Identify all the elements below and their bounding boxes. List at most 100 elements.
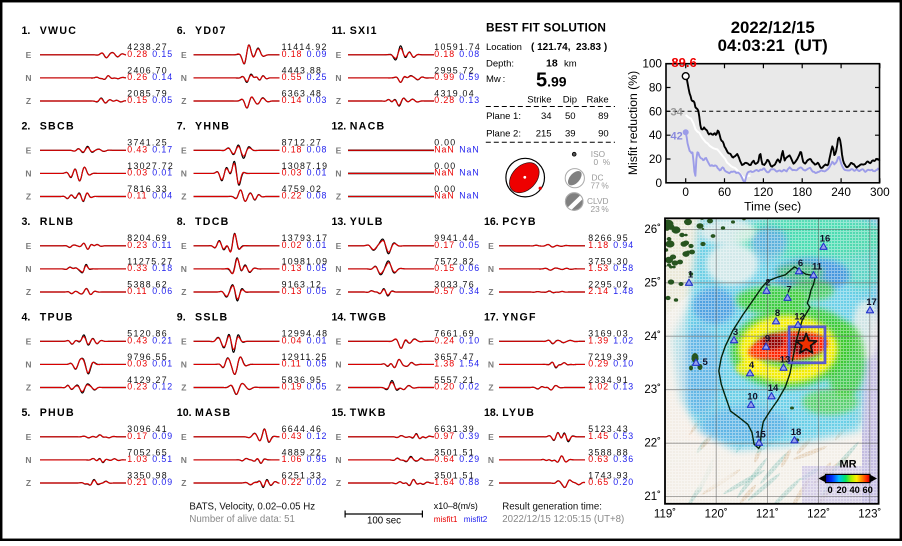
svg-text:0.39: 0.39	[459, 431, 480, 441]
svg-text:N: N	[181, 359, 187, 369]
svg-text:2: 2	[765, 278, 770, 289]
svg-text:180: 180	[792, 185, 812, 199]
svg-text:77 %: 77 %	[591, 181, 610, 191]
svg-text:7.: 7.	[177, 120, 186, 132]
svg-text:0.11: 0.11	[127, 191, 147, 201]
svg-text:0.12: 0.12	[152, 382, 173, 392]
svg-text:0.29: 0.29	[459, 454, 480, 464]
svg-text:PHUB: PHUB	[40, 407, 75, 419]
svg-text:1.03: 1.03	[127, 454, 148, 464]
svg-text:34: 34	[671, 106, 684, 118]
svg-text:Z: Z	[488, 383, 493, 393]
svg-text:13.: 13.	[332, 216, 347, 228]
svg-text:0.22: 0.22	[282, 191, 303, 201]
svg-text:E: E	[336, 432, 342, 442]
svg-text:0.19: 0.19	[282, 382, 303, 392]
svg-text:11275.27: 11275.27	[127, 256, 173, 266]
svg-text:2334.91: 2334.91	[588, 375, 629, 385]
svg-text:0.23: 0.23	[127, 382, 148, 392]
svg-text:40: 40	[649, 128, 663, 142]
svg-text:1.18: 1.18	[588, 240, 609, 250]
svg-text:NACB: NACB	[350, 120, 386, 132]
svg-text:0.58: 0.58	[613, 263, 634, 273]
svg-text:E: E	[336, 145, 342, 155]
svg-text:4129.27: 4129.27	[127, 375, 168, 385]
svg-text:1.39: 1.39	[588, 336, 609, 346]
svg-text:0.06: 0.06	[459, 263, 480, 273]
svg-text:5.99: 5.99	[536, 70, 567, 92]
svg-text:Time (sec): Time (sec)	[744, 200, 801, 214]
svg-text:6363.48: 6363.48	[282, 88, 323, 98]
svg-text:34: 34	[541, 111, 552, 122]
svg-text:0.43: 0.43	[127, 336, 148, 346]
svg-text:0.36: 0.36	[613, 454, 634, 464]
svg-text:0.33: 0.33	[127, 263, 148, 273]
svg-text:N: N	[335, 264, 341, 274]
svg-text:1.06: 1.06	[282, 454, 303, 464]
svg-text:0.14: 0.14	[152, 72, 173, 82]
svg-text:0.13: 0.13	[613, 382, 634, 392]
svg-text:12911.25: 12911.25	[282, 352, 328, 362]
svg-text:8204.69: 8204.69	[127, 233, 168, 243]
svg-text:18.: 18.	[484, 407, 499, 419]
svg-text:Z: Z	[336, 478, 341, 488]
svg-text:9: 9	[765, 334, 770, 345]
svg-text:1743.93: 1743.93	[588, 470, 629, 480]
svg-text:0.05: 0.05	[307, 382, 328, 392]
svg-text:0.05: 0.05	[307, 263, 328, 273]
svg-text:0.05: 0.05	[307, 359, 328, 369]
svg-text:Strike: Strike	[527, 95, 551, 106]
svg-text:E: E	[26, 50, 32, 60]
svg-text:E: E	[488, 432, 494, 442]
svg-text:0.02: 0.02	[282, 240, 303, 250]
svg-text:Z: Z	[26, 478, 31, 488]
svg-text:4238.27: 4238.27	[127, 42, 168, 52]
svg-text:N: N	[335, 455, 341, 465]
svg-text:E: E	[336, 241, 342, 251]
svg-text:Z: Z	[181, 192, 186, 202]
svg-text:Z: Z	[181, 478, 186, 488]
svg-text:Depth:: Depth:	[486, 58, 514, 69]
svg-text:N: N	[181, 455, 187, 465]
svg-text:NaN: NaN	[459, 168, 479, 178]
svg-text:23 %: 23 %	[591, 204, 610, 214]
svg-text:SSLB: SSLB	[195, 311, 228, 323]
svg-text:0.51: 0.51	[152, 454, 173, 464]
svg-text:0.22: 0.22	[282, 477, 303, 487]
svg-text:x10–8(m/s): x10–8(m/s)	[434, 501, 478, 511]
svg-text:N: N	[181, 73, 187, 83]
svg-text:3169.03: 3169.03	[588, 329, 629, 339]
svg-text:0.01: 0.01	[152, 168, 173, 178]
svg-text:TDCB: TDCB	[195, 216, 230, 228]
svg-text:0.25: 0.25	[307, 72, 328, 82]
svg-text:Z: Z	[488, 478, 493, 488]
svg-text:0.57: 0.57	[434, 286, 455, 296]
svg-text:Z: Z	[181, 96, 186, 106]
svg-text:Z: Z	[26, 96, 31, 106]
svg-text:3501.51: 3501.51	[434, 470, 475, 480]
svg-text:1.: 1.	[22, 25, 31, 37]
svg-text:N: N	[25, 73, 31, 83]
svg-text:4443.88: 4443.88	[282, 65, 323, 75]
svg-text:14.: 14.	[332, 311, 347, 323]
svg-text:15: 15	[755, 430, 766, 441]
svg-text:N: N	[335, 73, 341, 83]
svg-text:6251.33: 6251.33	[282, 470, 323, 480]
svg-text:24˚: 24˚	[644, 331, 661, 343]
svg-text:E: E	[26, 145, 32, 155]
svg-text:N: N	[335, 359, 341, 369]
svg-text:Location: Location	[486, 42, 522, 53]
svg-text:0.20: 0.20	[434, 382, 455, 392]
svg-text:0.18: 0.18	[152, 263, 173, 273]
svg-text:0.00: 0.00	[434, 161, 456, 171]
svg-text:0.34: 0.34	[459, 286, 480, 296]
svg-text:9796.55: 9796.55	[127, 352, 168, 362]
svg-text:0.15: 0.15	[152, 49, 173, 59]
svg-text:18: 18	[791, 427, 802, 438]
svg-text:20: 20	[837, 485, 847, 495]
svg-text:0.05: 0.05	[307, 286, 328, 296]
svg-text:E: E	[488, 241, 494, 251]
svg-text:119˚: 119˚	[654, 509, 676, 521]
svg-text:5120.86: 5120.86	[127, 329, 168, 339]
svg-text:5: 5	[703, 357, 709, 368]
